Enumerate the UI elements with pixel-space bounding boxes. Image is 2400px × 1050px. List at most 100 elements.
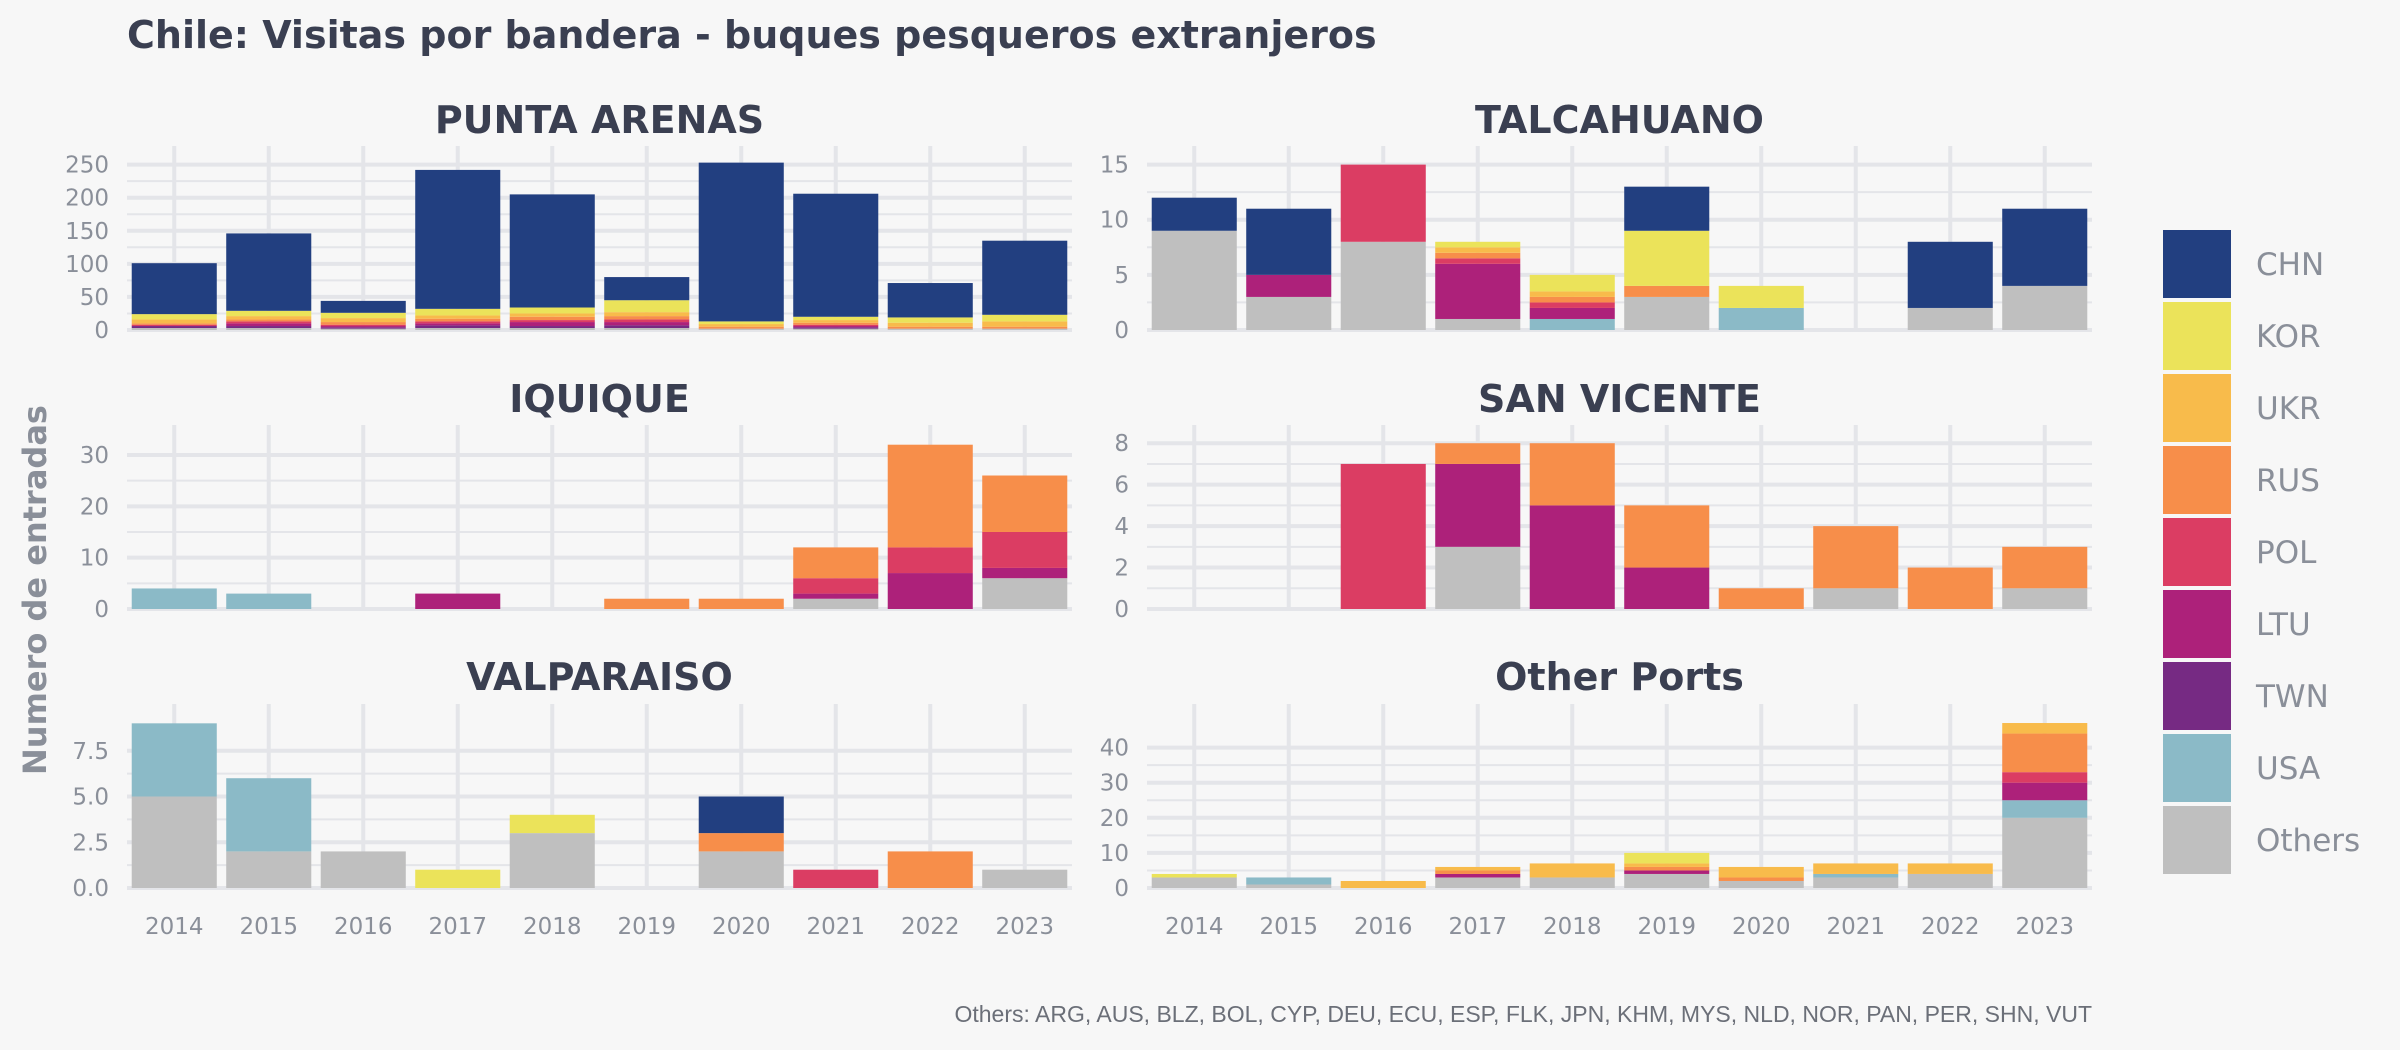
bar-other-ports-2020-others — [1718, 880, 1804, 888]
bar-punta-arenas-2015-pol — [226, 321, 312, 324]
panel-other-ports: Other Ports 0 10 20 30 40 2014 2015 2016 2017 2018… — [1100, 655, 2092, 940]
bar-iquique-2021-others — [793, 598, 879, 609]
panel-title-iquique: IQUIQUE — [509, 377, 690, 421]
bar-punta-arenas-2023-chn — [982, 240, 1068, 315]
x-tick-label: 2022 — [901, 914, 960, 940]
bar-punta-arenas-2016-ukr — [320, 318, 406, 323]
bar-valparaiso-2023-others — [982, 869, 1068, 888]
bar-valparaiso-2020-rus — [698, 833, 784, 852]
panel-iquique: IQUIQUE 0 10 20 30 — [80, 377, 1072, 623]
bar-punta-arenas-2014-pol — [131, 324, 217, 327]
y-tick-label: 30 — [80, 443, 109, 469]
y-tick-label: 2.5 — [72, 830, 109, 856]
bar-punta-arenas-2019-pol — [604, 319, 690, 323]
y-tick-label: 6 — [1114, 473, 1129, 499]
bar-punta-arenas-2018-kor — [509, 307, 595, 314]
bar-iquique-2023-others — [982, 578, 1068, 609]
y-tick-label: 40 — [1100, 736, 1129, 762]
bar-other-ports-2020-ukr — [1718, 866, 1804, 878]
bar-other-ports-2021-others — [1813, 877, 1899, 888]
x-tick-label: 2021 — [1826, 914, 1885, 940]
bar-punta-arenas-2015-twn — [226, 326, 312, 329]
y-tick-label: 4 — [1114, 514, 1129, 540]
bar-punta-arenas-2018-others — [509, 328, 595, 330]
bar-punta-arenas-2014-rus — [131, 323, 217, 325]
bar-valparaiso-2020-chn — [698, 796, 784, 834]
legend-key-kor — [2163, 302, 2231, 370]
y-tick-label: 10 — [80, 546, 109, 572]
bar-other-ports-2017-ukr — [1435, 866, 1521, 871]
bar-other-ports-2019-rus — [1624, 866, 1710, 871]
bar-san-vicente-2016-pol — [1340, 463, 1426, 609]
x-tick-label: 2023 — [995, 914, 1054, 940]
x-tick-label: 2017 — [428, 914, 487, 940]
bar-talcahuano-2014-others — [1151, 230, 1237, 330]
bar-punta-arenas-2021-ukr — [793, 320, 879, 323]
bar-other-ports-2018-others — [1529, 877, 1615, 888]
bar-punta-arenas-2014-chn — [131, 263, 217, 315]
y-tick-label: 0 — [1114, 597, 1129, 623]
bar-punta-arenas-2017-kor — [415, 308, 501, 316]
bar-other-ports-2023-ukr — [2002, 723, 2088, 734]
panel-title-san-vicente: SAN VICENTE — [1478, 377, 1761, 421]
bar-punta-arenas-2015-others — [226, 328, 312, 330]
bar-punta-arenas-2020-rus — [698, 326, 784, 329]
bar-valparaiso-2015-others — [226, 851, 312, 888]
bar-valparaiso-2017-kor — [415, 869, 501, 888]
bar-iquique-2022-ltu — [887, 573, 973, 609]
bar-san-vicente-2019-ltu — [1624, 567, 1710, 609]
bar-talcahuano-2022-chn — [1907, 241, 1993, 308]
legend: CHN KOR UKR RUS POL LTU TWN USA Others — [2163, 230, 2360, 874]
chart-title: Chile: Visitas por bandera - buques pesq… — [127, 13, 1377, 57]
bar-punta-arenas-2017-ltu — [415, 323, 501, 326]
bar-iquique-2023-ltu — [982, 567, 1068, 579]
bar-punta-arenas-2018-rus — [509, 316, 595, 321]
bar-other-ports-2019-ltu — [1624, 870, 1710, 874]
bar-punta-arenas-2020-ukr — [698, 324, 784, 327]
bar-talcahuano-2019-rus — [1624, 285, 1710, 297]
bar-valparaiso-2016-others — [320, 851, 406, 888]
bar-valparaiso-2014-usa — [131, 723, 217, 797]
bar-other-ports-2023-others — [2002, 817, 2088, 888]
bar-other-ports-2016-ukr — [1340, 880, 1426, 888]
bar-talcahuano-2018-ltu — [1529, 307, 1615, 319]
bar-talcahuano-2017-ukr — [1435, 247, 1521, 253]
legend-key-pol — [2163, 518, 2231, 586]
bar-san-vicente-2021-others — [1813, 588, 1899, 609]
x-tick-label: 2019 — [1637, 914, 1696, 940]
y-tick-label: 50 — [80, 285, 109, 311]
legend-label-twn: TWN — [2255, 679, 2329, 715]
bar-punta-arenas-2017-others — [415, 328, 501, 330]
bar-talcahuano-2023-others — [2002, 285, 2088, 330]
bar-talcahuano-2018-rus — [1529, 296, 1615, 303]
x-tick-label: 2018 — [523, 914, 582, 940]
bar-talcahuano-2018-ukr — [1529, 291, 1615, 297]
y-tick-label: 20 — [80, 494, 109, 520]
y-tick-label: 30 — [1100, 771, 1129, 797]
bar-other-ports-2021-ukr — [1813, 863, 1899, 874]
bar-other-ports-2014-kor — [1151, 873, 1237, 878]
bar-iquique-2019-rus — [604, 598, 690, 609]
bar-iquique-2017-ltu — [415, 593, 501, 609]
bar-other-ports-2023-pol — [2002, 772, 2088, 783]
y-tick-label: 0 — [94, 318, 109, 344]
bar-san-vicente-2017-others — [1435, 546, 1521, 609]
y-tick-label: 0.0 — [72, 876, 109, 902]
y-tick-label: 150 — [65, 219, 109, 245]
y-tick-label: 10 — [1100, 841, 1129, 867]
bar-san-vicente-2018-ltu — [1529, 505, 1615, 609]
bar-talcahuano-2017-kor — [1435, 241, 1521, 248]
bar-talcahuano-2019-others — [1624, 296, 1710, 330]
bar-other-ports-2019-ukr — [1624, 863, 1710, 867]
bar-punta-arenas-2019-others — [604, 328, 690, 330]
legend-label-kor: KOR — [2256, 319, 2321, 355]
bar-talcahuano-2018-usa — [1529, 318, 1615, 330]
caption: Others: ARG, AUS, BLZ, BOL, CYP, DEU, EC… — [954, 1001, 2092, 1027]
legend-label-rus: RUS — [2256, 463, 2320, 499]
bar-other-ports-2017-ltu — [1435, 873, 1521, 878]
bar-talcahuano-2015-others — [1246, 296, 1332, 330]
bar-valparaiso-2021-pol — [793, 869, 879, 888]
bar-san-vicente-2018-rus — [1529, 443, 1615, 506]
y-tick-label: 0 — [1114, 876, 1129, 902]
bar-other-ports-2022-others — [1907, 873, 1993, 888]
